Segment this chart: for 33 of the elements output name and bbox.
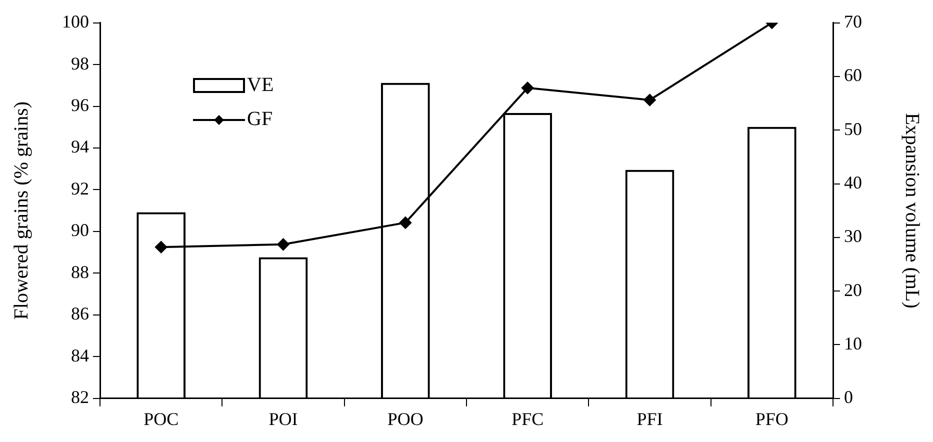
y-axis-title: Flowered grains (% grains): [10, 101, 32, 320]
legend-label: VE: [247, 74, 274, 96]
y2-tick-label: 50: [844, 118, 862, 139]
y2-axis-title: Expansion volume (mL): [900, 112, 923, 308]
y2-tick-label: 40: [844, 172, 862, 193]
y-tick-label: 94: [71, 136, 89, 157]
legend-label: GF: [247, 108, 273, 130]
y2-tick-label: 10: [844, 333, 862, 354]
y2-tick-label: 70: [844, 12, 862, 32]
point: [644, 94, 656, 106]
y2-tick-label: 0: [844, 387, 853, 408]
point: [155, 241, 168, 254]
y-tick-label: 90: [71, 220, 89, 240]
y-tick-label: 98: [71, 53, 89, 74]
y2-tick-label: 30: [844, 226, 862, 246]
x-tick-label: POI: [268, 408, 298, 429]
point: [277, 238, 290, 250]
x-tick-label: POO: [387, 408, 424, 429]
x-tick-label: PFO: [755, 408, 788, 429]
y-tick-label: 88: [71, 262, 89, 282]
x-tick-label: PFC: [512, 408, 544, 429]
y2-tick-label: 60: [844, 65, 862, 86]
y2-tick-label: 20: [844, 280, 862, 300]
y-tick-label: 84: [71, 345, 89, 366]
y-tick-label: 86: [71, 304, 89, 324]
y-tick-label: 96: [71, 95, 89, 115]
x-tick-label: POC: [144, 408, 179, 429]
point: [522, 82, 534, 94]
y-tick-label: 100: [62, 12, 89, 32]
point: [399, 216, 412, 229]
y-tick-label: 82: [71, 387, 89, 408]
x-tick-label: PFI: [636, 408, 663, 429]
y-tick-label: 92: [71, 178, 89, 198]
